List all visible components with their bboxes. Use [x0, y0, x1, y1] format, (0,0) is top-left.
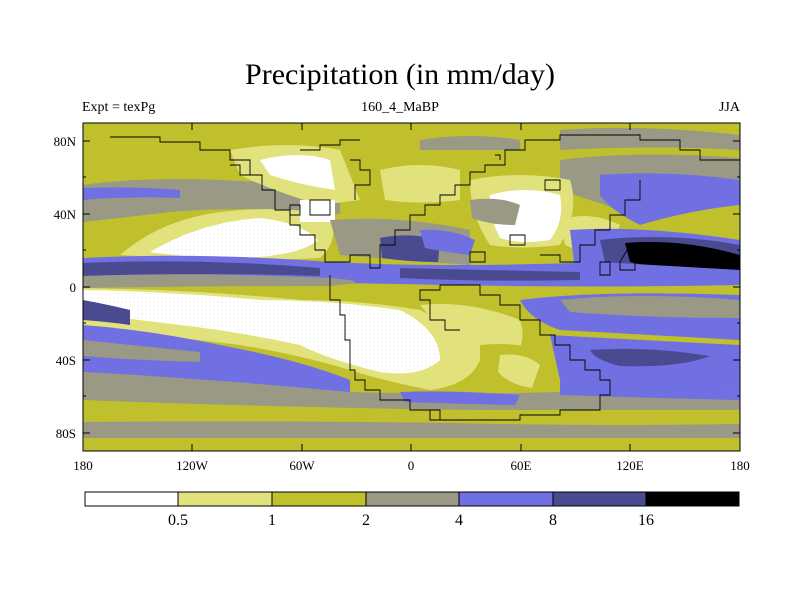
colorbar-label: 2 — [362, 512, 370, 529]
colorbar-label: 1 — [268, 512, 276, 529]
lat-label: 0 — [70, 280, 77, 295]
season-label: JJA — [718, 100, 740, 115]
lat-ticks — [83, 140, 740, 434]
colorbar-label: 0.5 — [168, 512, 188, 529]
continent-outlines — [110, 134, 740, 421]
period-label: 160_4_MaBP — [361, 100, 439, 115]
colorbar-swatch — [458, 491, 554, 507]
lon-label: 120W — [176, 458, 209, 473]
lat-labels: 80N 40N 0 40S 80S — [54, 134, 77, 441]
lon-ticks — [191, 123, 631, 451]
colorbar-swatch — [84, 491, 179, 507]
colorbar-swatch — [177, 491, 273, 507]
colorbar — [84, 491, 740, 507]
colorbar-swatch — [552, 491, 647, 507]
colorbar-label: 16 — [638, 512, 654, 529]
colorbar-labels: 0.5 1 2 4 8 16 — [168, 512, 654, 529]
lon-label: 60E — [511, 458, 532, 473]
colorbar-swatch — [645, 491, 740, 507]
colorbar-swatch — [271, 491, 367, 507]
colorbar-swatch — [365, 491, 460, 507]
lat-label: 80S — [56, 426, 76, 441]
precipitation-field — [83, 123, 740, 451]
lon-label: 120E — [616, 458, 644, 473]
lat-label: 40N — [54, 207, 77, 222]
experiment-label: Expt = texPg — [82, 100, 156, 115]
lat-label: 80N — [54, 134, 77, 149]
lat-label: 40S — [56, 353, 76, 368]
lon-label: 180 — [73, 458, 93, 473]
map-title: Precipitation (in mm/day) — [245, 58, 555, 91]
colorbar-label: 4 — [455, 512, 463, 529]
lon-labels: 180 120W 60W 0 60E 120E 180 — [73, 458, 750, 473]
colorbar-label: 8 — [549, 512, 557, 529]
lon-label: 0 — [408, 458, 415, 473]
lon-label: 180 — [730, 458, 750, 473]
lon-label: 60W — [289, 458, 315, 473]
